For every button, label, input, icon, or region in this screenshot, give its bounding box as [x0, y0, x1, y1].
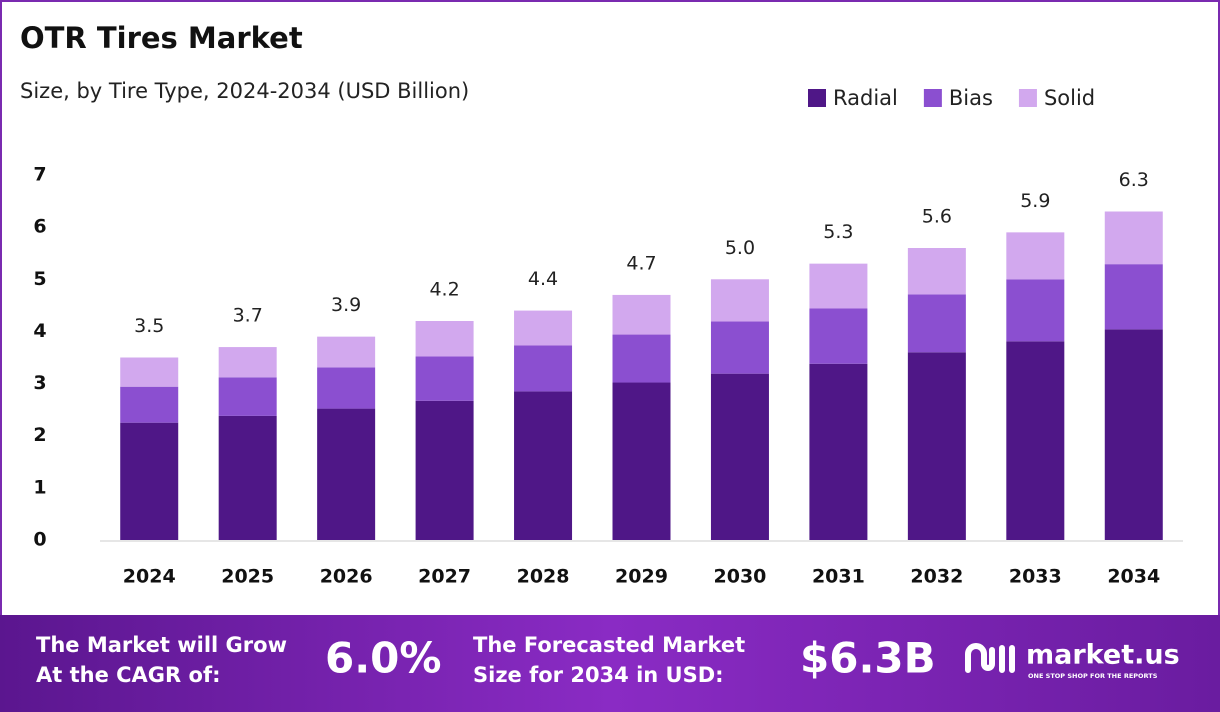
legend-label: Radial: [833, 86, 898, 110]
bar-segment: [1006, 341, 1065, 540]
y-tick-label: 4: [33, 320, 46, 342]
total-label: 6.3: [1119, 169, 1149, 191]
x-tick-label: 2030: [714, 566, 767, 588]
bar-segment: [415, 356, 474, 401]
bar-segment: [710, 321, 769, 374]
x-tick-label: 2034: [1107, 566, 1160, 588]
bar-segment: [612, 334, 671, 383]
bar-segment: [907, 294, 966, 353]
bar-segment: [612, 294, 671, 335]
bar-segment: [1104, 264, 1163, 330]
bar-segment: [710, 373, 769, 540]
bar-segment: [120, 386, 179, 423]
y-tick-label: 6: [33, 216, 46, 238]
bar-segment: [809, 363, 868, 540]
bar-segment: [514, 391, 573, 540]
bar-segment: [1006, 279, 1065, 342]
bar-segment: [710, 279, 769, 322]
bar-segment: [1104, 211, 1163, 265]
bar-segment: [1006, 232, 1065, 280]
forecast-text: Size for 2034 in USD:: [473, 663, 724, 687]
total-label: 3.7: [233, 305, 263, 327]
total-label: 3.5: [134, 315, 164, 337]
bar-segment: [809, 308, 868, 364]
bar-segment: [218, 347, 277, 378]
total-label: 4.2: [429, 279, 459, 301]
x-tick-label: 2029: [615, 566, 668, 588]
x-tick-label: 2024: [123, 566, 176, 588]
bar-segment: [415, 400, 474, 540]
x-tick-label: 2025: [221, 566, 274, 588]
total-label: 4.4: [528, 268, 558, 290]
total-label: 4.7: [626, 252, 656, 274]
total-label: 5.6: [922, 206, 952, 228]
x-tick-label: 2032: [910, 566, 963, 588]
bar-segment: [120, 357, 179, 387]
cagr-text: At the CAGR of:: [36, 663, 221, 687]
bar-segment: [415, 321, 474, 357]
y-tick-label: 5: [33, 268, 46, 290]
bar-segment: [612, 382, 671, 540]
tagline: ONE STOP SHOP FOR THE REPORTS: [1028, 672, 1158, 680]
banner: [0, 615, 1220, 712]
legend-swatch: [1018, 89, 1037, 107]
x-tick-label: 2031: [812, 566, 865, 588]
cagr-value: 6.0%: [325, 634, 441, 683]
y-tick-label: 3: [33, 372, 46, 394]
bar-segment: [907, 248, 966, 295]
cagr-text: The Market will Grow: [36, 633, 287, 657]
bar-segment: [317, 408, 376, 540]
bar-segment: [1104, 329, 1163, 540]
forecast-text: The Forecasted Market: [473, 633, 745, 657]
total-label: 5.0: [725, 237, 755, 259]
legend-label: Bias: [949, 86, 993, 110]
legend-swatch: [808, 89, 826, 107]
y-tick-label: 1: [33, 476, 46, 498]
x-tick-label: 2027: [418, 566, 471, 588]
chart-title: OTR Tires Market: [20, 21, 303, 55]
y-tick-label: 0: [33, 529, 46, 551]
bar-segment: [514, 310, 573, 346]
legend-label: Solid: [1044, 86, 1095, 110]
bar-segment: [907, 352, 966, 540]
forecast-value: $6.3B: [800, 634, 936, 683]
legend-swatch: [923, 89, 942, 107]
logo: [965, 643, 1015, 673]
bar-segment: [218, 377, 277, 416]
total-label: 3.9: [331, 294, 361, 316]
x-tick-label: 2033: [1009, 566, 1062, 588]
total-label: 5.3: [823, 221, 853, 243]
brand: market.us: [1026, 640, 1180, 671]
bar-segment: [120, 422, 179, 540]
y-tick-label: 7: [33, 164, 46, 186]
bar-segment: [514, 345, 573, 392]
bar-segment: [218, 415, 277, 540]
bar-segment: [317, 336, 376, 368]
bar-segment: [317, 367, 376, 409]
chart-subtitle: Size, by Tire Type, 2024-2034 (USD Billi…: [20, 79, 469, 103]
y-tick-label: 2: [33, 424, 46, 446]
x-tick-label: 2026: [320, 566, 373, 588]
x-tick-label: 2028: [517, 566, 570, 588]
total-label: 5.9: [1020, 190, 1050, 212]
bar-segment: [809, 263, 868, 309]
